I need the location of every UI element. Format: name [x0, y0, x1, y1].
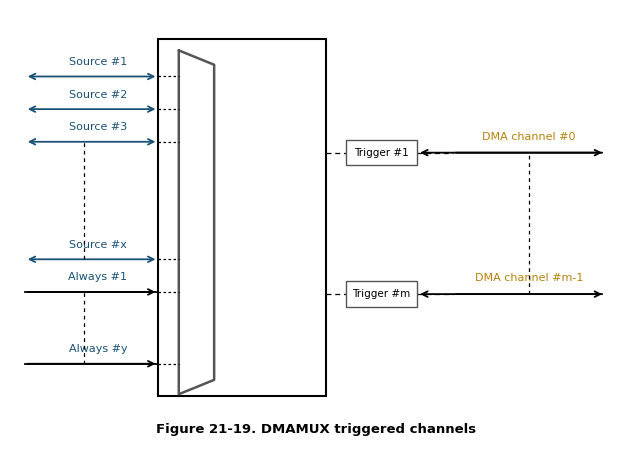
- Text: Source #1: Source #1: [69, 57, 127, 67]
- Text: Trigger #m: Trigger #m: [353, 289, 411, 299]
- Text: Source #3: Source #3: [69, 122, 127, 132]
- Text: Always #y: Always #y: [68, 344, 127, 354]
- Bar: [158, 39, 326, 396]
- Bar: [346, 281, 417, 307]
- Bar: [346, 140, 417, 165]
- Text: Trigger #1: Trigger #1: [354, 148, 409, 158]
- Text: Figure 21-19. DMAMUX triggered channels: Figure 21-19. DMAMUX triggered channels: [156, 423, 477, 436]
- Text: DMA channel #m-1: DMA channel #m-1: [475, 273, 583, 283]
- Text: DMA channel #0: DMA channel #0: [482, 132, 576, 142]
- Text: Source #2: Source #2: [68, 89, 127, 100]
- Text: Always #1: Always #1: [68, 272, 127, 282]
- Text: Source #x: Source #x: [69, 240, 127, 250]
